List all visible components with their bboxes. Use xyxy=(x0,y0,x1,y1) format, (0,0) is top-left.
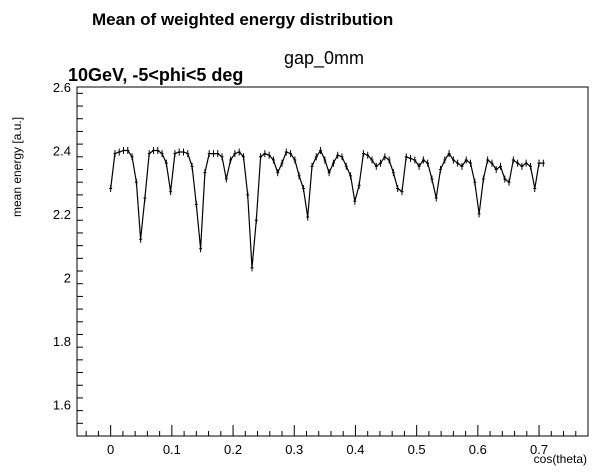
x-tick-label: 0.6 xyxy=(469,442,487,457)
y-tick-label: 1.8 xyxy=(53,334,71,349)
axis-ticks: 0 0.1 0.2 0.3 0.4 0.5 0.6 0.7 1.6 1.8 2 2.2 2.4 2.6 xyxy=(53,80,589,457)
x-axis-label: cos(theta) xyxy=(533,452,587,466)
chart-title: Mean of weighted energy distribution xyxy=(92,10,394,29)
data-series xyxy=(109,146,545,272)
y-tick-label: 2.4 xyxy=(53,143,71,158)
chart-subtitle: gap_0mm xyxy=(284,48,365,68)
y-tick-label: 1.6 xyxy=(53,397,71,412)
x-tick-label: 0.1 xyxy=(163,442,181,457)
x-tick-label: 0.3 xyxy=(285,442,303,457)
series-line xyxy=(110,149,544,268)
y-tick-label: 2.6 xyxy=(53,80,71,95)
plot-frame xyxy=(76,86,589,437)
x-tick-label: 0.4 xyxy=(346,442,364,457)
y-tick-label: 2 xyxy=(64,270,71,285)
x-tick-label: 0.5 xyxy=(408,442,426,457)
chart-annotation: 10GeV, -5<phi<5 deg xyxy=(68,65,244,85)
x-tick-label: 0.7 xyxy=(530,442,548,457)
x-tick-label: 0.2 xyxy=(224,442,242,457)
y-tick-label: 2.2 xyxy=(53,207,71,222)
x-tick-label: 0 xyxy=(107,442,114,457)
